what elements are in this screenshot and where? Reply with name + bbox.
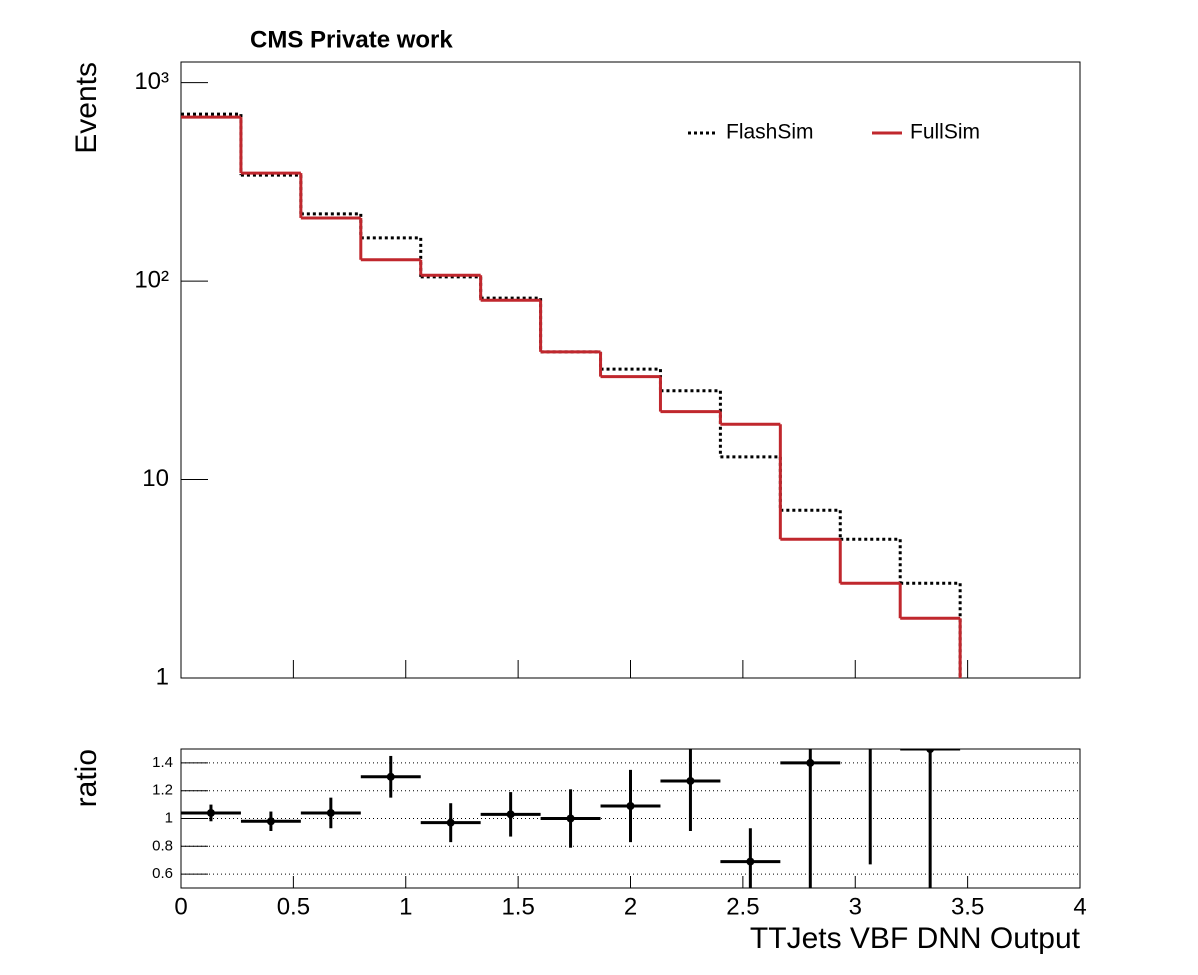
ratio-point xyxy=(926,749,935,753)
ratio-point xyxy=(806,758,815,767)
ratio-point xyxy=(746,857,755,866)
ratio-point xyxy=(206,808,215,817)
x-tick-label: 0 xyxy=(174,893,187,920)
y-tick-label: 1.4 xyxy=(152,754,173,771)
ratio-point xyxy=(506,810,515,819)
ratio-point xyxy=(386,772,395,781)
series xyxy=(181,115,962,678)
x-tick-label: 3.5 xyxy=(951,893,984,920)
y-tick-label: 0.6 xyxy=(152,865,173,882)
y-tick-label: 1 xyxy=(165,809,173,826)
top-frame xyxy=(180,61,1081,679)
x-tick-label: 1.5 xyxy=(501,893,534,920)
ratio-point xyxy=(626,801,635,810)
y-tick-label: 10² xyxy=(134,266,169,293)
y-tick-label: 10³ xyxy=(134,68,169,95)
ratio-point xyxy=(866,721,874,729)
y-tick-label: 1.2 xyxy=(152,782,173,799)
x-tick-label: 3 xyxy=(849,893,862,920)
x-tick-label: 4 xyxy=(1073,893,1086,920)
ratio-points xyxy=(181,721,961,888)
ratio-axis-title: ratio xyxy=(70,749,103,807)
x-tick-label: 2 xyxy=(624,893,637,920)
y-axis-title: Events xyxy=(70,62,103,154)
y-tick-label: 0.8 xyxy=(152,837,173,854)
ratio-point xyxy=(326,808,335,817)
y-tick-label: 10 xyxy=(142,465,169,492)
legend-label: FlashSim xyxy=(726,121,814,144)
x-tick-label: 0.5 xyxy=(277,893,310,920)
x-tick-label: 2.5 xyxy=(726,893,759,920)
chart-title: CMS Private work xyxy=(250,26,453,53)
y-tick-label: 1 xyxy=(156,663,169,690)
x-tick-label: 1 xyxy=(399,893,412,920)
ratio-point xyxy=(266,817,275,826)
ratio-point xyxy=(446,818,455,827)
series xyxy=(181,112,962,678)
legend-label: FullSim xyxy=(910,121,980,144)
ratio-point xyxy=(566,814,575,823)
ratio-point xyxy=(686,776,695,785)
x-axis-title: TTJets VBF DNN Output xyxy=(750,922,1081,955)
